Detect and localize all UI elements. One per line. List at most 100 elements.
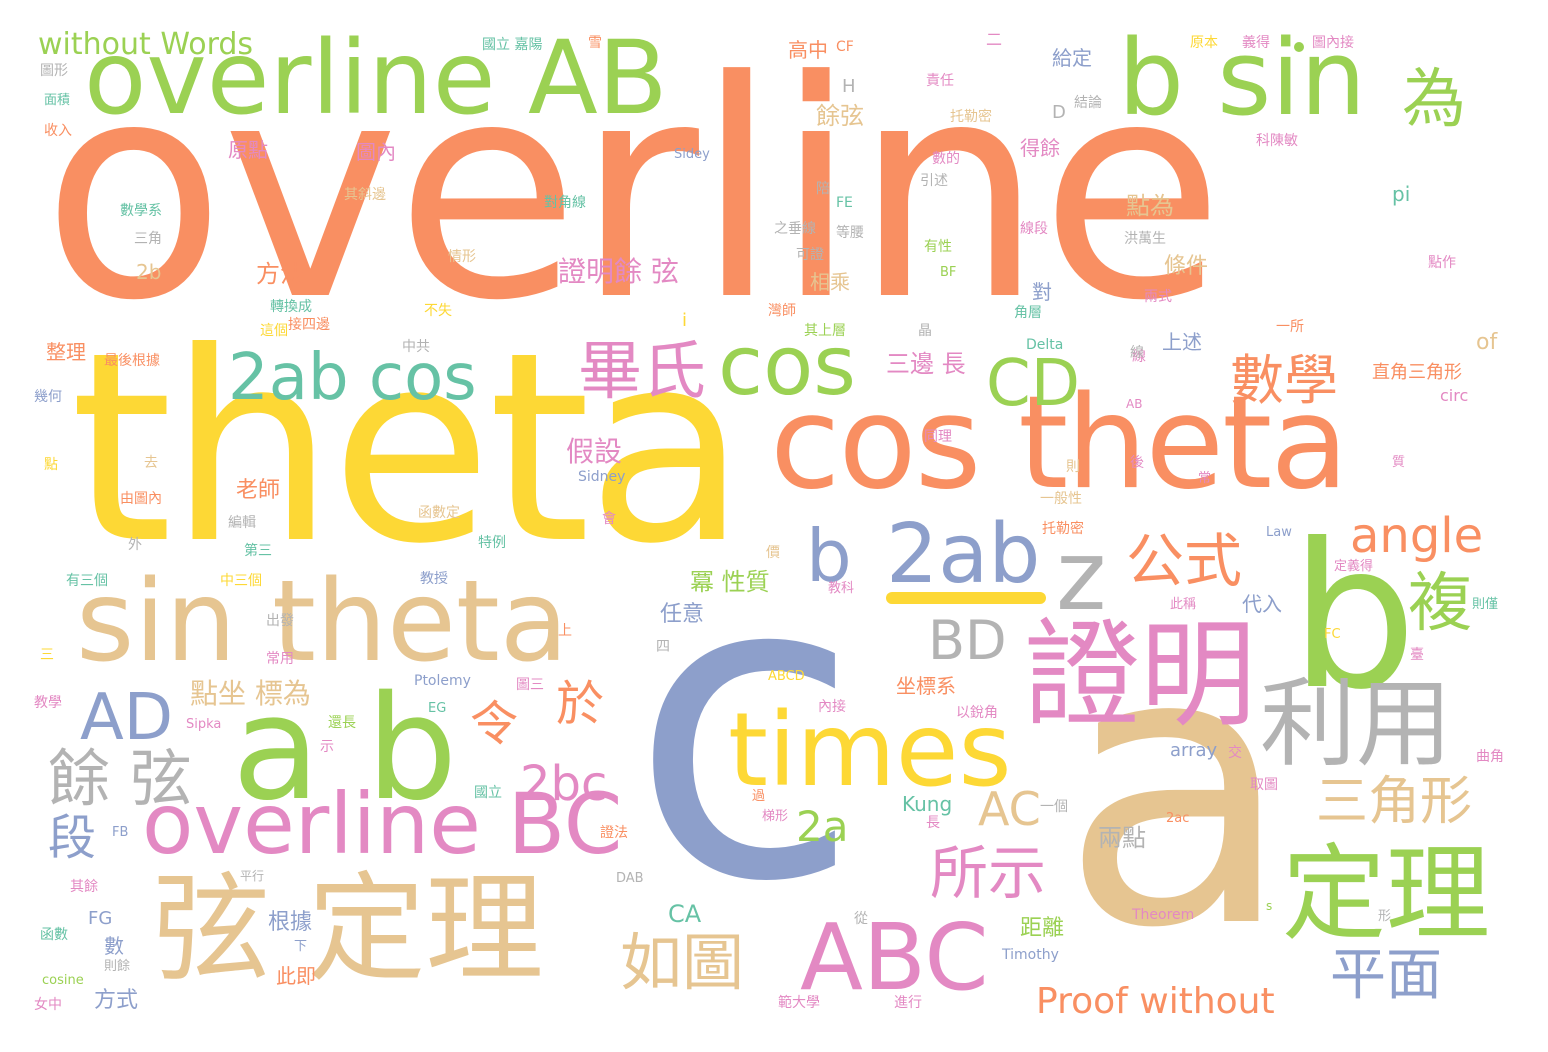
word-small: 下	[294, 939, 308, 954]
word-small: 則	[1066, 459, 1080, 475]
word-small: 不失	[424, 303, 452, 319]
word-small: 國立 嘉陽	[482, 37, 543, 53]
word-small: 平行	[240, 869, 265, 883]
word-small: 原本	[1190, 35, 1218, 51]
word-eg: EG	[428, 701, 447, 716]
word-small: 外	[128, 537, 142, 553]
word-zhengming-yuxian: 證明餘 弦	[558, 255, 679, 288]
word-small: 托勒密	[950, 109, 992, 125]
word-small: 收入	[44, 123, 72, 139]
word-yu: 於	[556, 676, 605, 732]
word-small: 範大學	[778, 995, 820, 1011]
word-small: 梯形	[762, 809, 789, 824]
word-d: D	[1052, 102, 1066, 123]
word-h: H	[842, 76, 856, 97]
word-small: 結論	[1074, 95, 1102, 111]
word-ptolemy: Ptolemy	[414, 673, 471, 689]
word-small: 接四邊	[288, 317, 330, 333]
word-b-green: b	[1290, 501, 1417, 734]
word-small: 特例	[478, 535, 506, 551]
word-theta: theta	[70, 296, 747, 601]
word-delta: Delta	[1026, 337, 1064, 353]
word-dairu: 代入	[1242, 592, 1282, 616]
word-sanbianchang: 三邊 長	[886, 350, 966, 378]
word-wei: 為	[1402, 63, 1466, 137]
word-small: 教科	[828, 581, 855, 596]
word-shu: 數	[104, 934, 124, 958]
word-dianwei: 點為	[1126, 192, 1174, 220]
word-small: 數學系	[120, 203, 162, 219]
word-small: 科陳敏	[1256, 133, 1298, 149]
word-small: 質	[1392, 455, 1406, 470]
word-cosine: cosine	[42, 973, 84, 988]
word-fc: FC	[1324, 627, 1341, 642]
word-small: 形	[1378, 909, 1392, 924]
word-small: 有性	[924, 239, 952, 255]
word-ciji: 此即	[276, 964, 316, 988]
word-small: 教授	[420, 571, 448, 587]
word-ca: CA	[668, 900, 702, 928]
word-dui: 對	[1032, 280, 1052, 304]
word-2ab: 2ab	[886, 507, 1041, 602]
word-liyong: 利用	[1260, 668, 1452, 780]
word-zhijiao: 直角三角形	[1372, 362, 1462, 383]
dot	[1294, 42, 1304, 52]
word-sin-theta: sin theta	[76, 557, 569, 687]
word-shuxue: 數學	[1230, 349, 1338, 412]
word-of: of	[1476, 330, 1498, 355]
word-small: 定義得	[1334, 559, 1374, 574]
word-small: 進行	[894, 995, 922, 1011]
word-fe: FE	[836, 195, 853, 211]
word-small: 證法	[600, 825, 628, 841]
word-small: 三	[40, 647, 54, 663]
word-geiding: 給定	[1052, 46, 1092, 70]
word-a: a	[1060, 568, 1293, 1011]
word-small: 內接	[818, 699, 846, 715]
word-small: 女中	[34, 997, 62, 1013]
word-tunei: 圖內	[356, 140, 396, 164]
word-small: 過	[752, 789, 766, 804]
word-pingmian: 平面	[1330, 943, 1442, 1008]
word-small: 晶	[918, 323, 932, 339]
word-small: 去	[144, 455, 158, 471]
word-small: 出發	[266, 613, 294, 629]
word-yuxian: 餘 弦	[48, 742, 192, 815]
word-ac: AC	[978, 782, 1041, 836]
word-zhengming: 證明	[1024, 608, 1256, 743]
word-proof-without: Proof without	[1036, 981, 1275, 1022]
word-small: 其餘	[70, 879, 98, 895]
word-small: 臺	[1410, 647, 1424, 663]
word-small: 其上層	[804, 323, 846, 339]
word-small: 價	[766, 545, 780, 561]
word-jiashe: 假設	[566, 435, 623, 468]
word-small: 編輯	[228, 515, 256, 531]
word-small: 曲角	[1476, 749, 1504, 765]
word-small: 函數定	[418, 505, 460, 521]
word-overline-bc: overline BC	[142, 775, 623, 873]
word-cos-theta: cos theta	[770, 369, 1349, 518]
word-small: 等腰	[836, 225, 864, 241]
word-small: 此稱	[1170, 597, 1197, 612]
word-small: 則餘	[104, 959, 131, 974]
word-sanjiaoxing: 三角形	[1316, 772, 1473, 832]
word-dingli: 定理	[1282, 833, 1491, 955]
word-gongshi: 公式	[1126, 527, 1243, 595]
word-small: 可證	[796, 247, 824, 263]
word-fg: FG	[88, 908, 113, 929]
word-2ac: 2ac	[1166, 811, 1190, 826]
word-abc: ABC	[800, 904, 989, 1011]
word-deyu: 得餘	[1020, 136, 1060, 160]
word-small: 一個	[1040, 799, 1068, 815]
word-small: 這個	[260, 323, 288, 339]
word-genju: 根據	[268, 910, 313, 935]
word-small: 最後根據	[104, 353, 160, 369]
word-small: 國立	[474, 785, 502, 801]
word-small: 轉換成	[270, 299, 312, 315]
word-kung: Kung	[902, 792, 953, 816]
word-small: 義得	[1242, 35, 1270, 51]
word-small: 點	[44, 457, 58, 473]
word-2a: 2a	[796, 802, 849, 851]
word-small: 中共	[402, 339, 430, 355]
word-b-sin: b sin	[1118, 17, 1367, 139]
